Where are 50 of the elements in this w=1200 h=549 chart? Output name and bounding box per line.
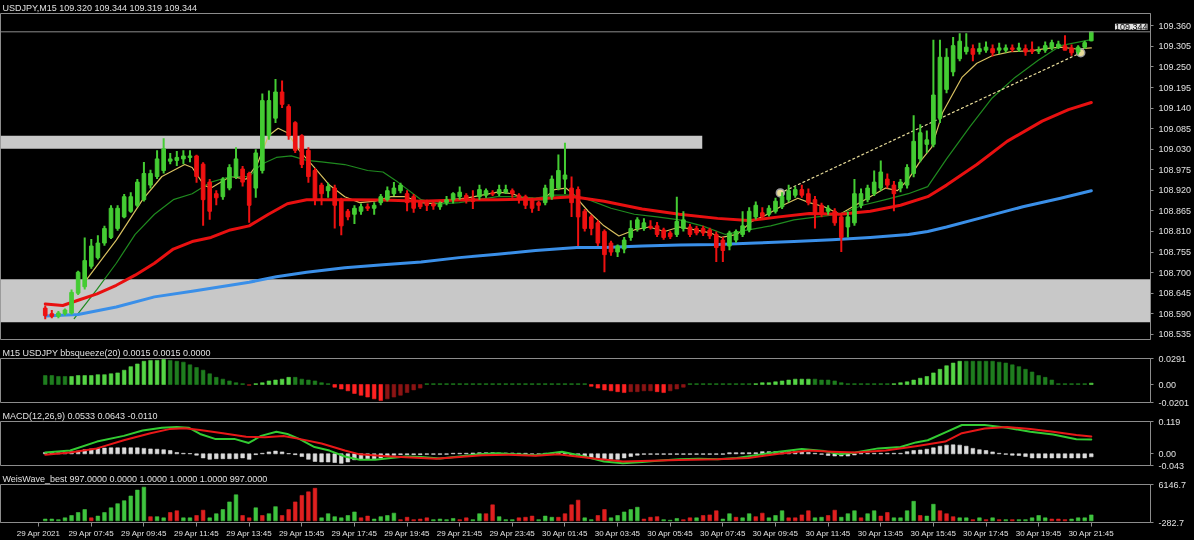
y-tick-label: 108.755 bbox=[1158, 247, 1192, 258]
x-tick-label: 29 Apr 23:45 bbox=[489, 528, 536, 538]
y-tick-label: 0.119 bbox=[1158, 416, 1181, 427]
y-tick-label: 6146.7 bbox=[1158, 479, 1187, 490]
y-tick-label: 109.085 bbox=[1158, 123, 1192, 134]
y-tick-label: 108.810 bbox=[1158, 226, 1192, 237]
x-tick-label: 30 Apr 21:45 bbox=[1068, 528, 1115, 538]
x-tick-label: 30 Apr 17:45 bbox=[963, 528, 1010, 538]
chart-title: WeisWave_best 997.0000 0.0000 1.0000 1.0000 1.0000 997.0000 bbox=[2, 474, 268, 484]
x-tick-label: 29 Apr 21:45 bbox=[436, 528, 483, 538]
x-tick-label: 30 Apr 01:45 bbox=[542, 528, 588, 538]
y-tick-label: -0.0201 bbox=[1158, 397, 1190, 408]
y-tick-label: 109.360 bbox=[1158, 20, 1192, 31]
y-tick-label: 109.305 bbox=[1158, 41, 1192, 52]
chart-title: USDJPY,M15 109.320 109.344 109.319 109.344 bbox=[2, 3, 197, 13]
x-tick-label: 29 Apr 09:45 bbox=[121, 528, 167, 538]
y-tick-label: 108.920 bbox=[1158, 185, 1192, 196]
x-tick-label: 30 Apr 11:45 bbox=[805, 528, 851, 538]
y-tick-label: 108.645 bbox=[1158, 288, 1192, 299]
y-tick-label: 108.535 bbox=[1158, 329, 1192, 340]
y-tick-label: 0.00 bbox=[1158, 379, 1177, 390]
y-tick-label: 109.250 bbox=[1158, 61, 1192, 72]
x-tick-label: 30 Apr 03:45 bbox=[594, 528, 641, 538]
chart-title: M15 USDJPY bbsqueeze(20) 0.0015 0.0015 0.0000 bbox=[2, 348, 211, 358]
y-tick-label: -282.7 bbox=[1158, 517, 1185, 528]
x-tick-label: 30 Apr 05:45 bbox=[647, 528, 694, 538]
x-tick-label: 29 Apr 17:45 bbox=[331, 528, 378, 538]
y-tick-label: 0.0291 bbox=[1158, 353, 1187, 364]
x-tick-label: 30 Apr 09:45 bbox=[752, 528, 799, 538]
y-tick-label: 109.030 bbox=[1158, 144, 1192, 155]
y-tick-label: 108.975 bbox=[1158, 164, 1192, 175]
x-tick-label: 29 Apr 13:45 bbox=[226, 528, 273, 538]
y-tick-label: -0.043 bbox=[1158, 460, 1185, 471]
x-tick-label: 30 Apr 19:45 bbox=[1015, 528, 1062, 538]
x-tick-label: 29 Apr 19:45 bbox=[384, 528, 431, 538]
x-tick-label: 29 Apr 2021 bbox=[16, 528, 61, 538]
y-tick-label: 108.865 bbox=[1158, 205, 1192, 216]
y-tick-label: 108.590 bbox=[1158, 308, 1192, 319]
ref-line-label: 109.344 bbox=[1114, 21, 1148, 32]
x-tick-label: 29 Apr 07:45 bbox=[68, 528, 115, 538]
x-tick-label: 30 Apr 13:45 bbox=[857, 528, 904, 538]
x-tick-label: 29 Apr 15:45 bbox=[278, 528, 325, 538]
x-tick-label: 29 Apr 11:45 bbox=[173, 528, 220, 538]
y-tick-label: 109.140 bbox=[1158, 103, 1192, 114]
x-tick-label: 30 Apr 07:45 bbox=[699, 528, 746, 538]
y-tick-label: 109.195 bbox=[1158, 82, 1192, 93]
y-tick-label: 0.00 bbox=[1158, 448, 1177, 459]
y-tick-label: 108.700 bbox=[1158, 267, 1192, 278]
chart-title: MACD(12,26,9) 0.0533 0.0643 -0.0110 bbox=[2, 411, 158, 421]
x-tick-label: 30 Apr 15:45 bbox=[910, 528, 957, 538]
